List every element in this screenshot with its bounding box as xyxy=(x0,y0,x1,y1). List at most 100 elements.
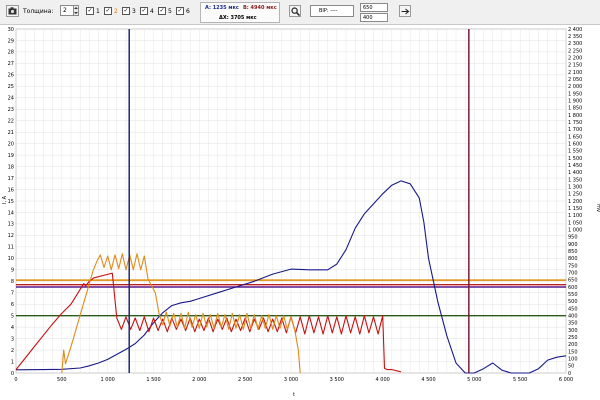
thickness-label: Толщина: xyxy=(23,8,54,15)
left-tick-label: 27 xyxy=(8,61,14,67)
right-tick-label: 1 200 xyxy=(568,199,582,205)
channel-label-1: 1 xyxy=(96,8,100,15)
right-tick-label: 950 xyxy=(568,235,578,241)
left-tick-label: 24 xyxy=(8,96,14,102)
right-tick-label: 550 xyxy=(568,292,578,298)
left-tick-label: 3 xyxy=(11,336,14,342)
right-tick-label: 2 300 xyxy=(568,41,582,47)
x-tick-label: 4 000 xyxy=(376,377,390,383)
x-tick-label: 3 500 xyxy=(330,377,344,383)
delta-x-readout: ΔX: 3705 мкс xyxy=(219,15,257,21)
right-tick-label: 700 xyxy=(568,270,578,276)
measurement-panel: A: 1235 мкс B: 4940 мкс ΔX: 3705 мкс xyxy=(200,2,280,23)
cursor-lines[interactable] xyxy=(128,29,470,373)
right-tick-label: 50 xyxy=(568,364,574,370)
right-tick-label: 250 xyxy=(568,335,578,341)
right-tick-label: 2 350 xyxy=(568,34,582,40)
channel-checkbox-4[interactable]: ✓ xyxy=(140,7,148,15)
left-tick-label: 29 xyxy=(8,38,14,44)
right-tick-label: 0 xyxy=(568,371,571,377)
upper-value-field[interactable]: 650 xyxy=(360,3,388,12)
series-line xyxy=(15,272,402,373)
right-tick-label: 1 650 xyxy=(568,134,582,140)
right-tick-label: 500 xyxy=(568,299,578,305)
right-tick-label: 850 xyxy=(568,249,578,255)
channel-checkbox-6[interactable]: ✓ xyxy=(176,7,184,15)
right-tick-label: 2 200 xyxy=(568,55,582,61)
camera-icon[interactable] xyxy=(6,5,19,17)
left-tick-label: 15 xyxy=(8,199,14,205)
right-tick-label: 2 250 xyxy=(568,48,582,54)
right-tick-label: 1 900 xyxy=(568,98,582,104)
series-line xyxy=(61,253,301,374)
channel-checkbox-3[interactable]: ✓ xyxy=(122,7,130,15)
right-axis-label: mV xyxy=(595,204,600,213)
right-tick-label: 2 400 xyxy=(568,27,582,33)
left-tick-label: 17 xyxy=(8,176,14,182)
right-tick-label: 1 250 xyxy=(568,192,582,198)
thickness-input[interactable]: 2 xyxy=(60,5,74,16)
left-tick-label: 2 xyxy=(11,348,14,354)
right-tick-label: 1 500 xyxy=(568,156,582,162)
right-tick-label: 1 000 xyxy=(568,227,582,233)
x-tick-labels: 0 500 1 000 1 500 2 000 2 500 3 000 3 500 4 000 4… xyxy=(14,377,573,383)
marker-b-readout: B: 4940 мкс xyxy=(243,5,277,11)
magnifier-icon[interactable] xyxy=(289,5,301,17)
lower-value-field[interactable]: 400 xyxy=(360,13,388,22)
channel-label-2: 2 xyxy=(114,8,118,15)
toolbar: Толщина: 2 ✓ 1 ✓ 2 ✓ 3 ✓ 4 ✓ 5 ✓ 6 A: 12… xyxy=(0,0,600,25)
channel-label-4: 4 xyxy=(150,8,154,15)
bip-readout: ВIP: ---- xyxy=(310,5,354,17)
right-tick-label: 1 950 xyxy=(568,91,582,97)
thickness-stepper[interactable] xyxy=(73,5,79,16)
right-tick-label: 1 800 xyxy=(568,113,582,119)
right-tick-label: 650 xyxy=(568,278,578,284)
right-tick-label: 1 850 xyxy=(568,106,582,112)
left-tick-labels: 0123456789101112131415161718192021222324… xyxy=(8,27,14,377)
right-tick-label: 2 100 xyxy=(568,70,582,76)
marker-a-readout: A: 1235 мкс xyxy=(205,5,239,11)
left-tick-label: 14 xyxy=(8,210,14,216)
channel-checkbox-5[interactable]: ✓ xyxy=(158,7,166,15)
right-tick-label: 750 xyxy=(568,263,578,269)
channel-checkbox-1[interactable]: ✓ xyxy=(86,7,94,15)
right-tick-label: 600 xyxy=(568,285,578,291)
channel-label-3: 3 xyxy=(132,8,136,15)
left-tick-label: 25 xyxy=(8,84,14,90)
right-tick-label: 400 xyxy=(568,313,578,319)
left-tick-label: 5 xyxy=(11,313,14,319)
left-tick-label: 7 xyxy=(11,291,14,297)
left-axis-label: I, A xyxy=(2,195,8,204)
left-tick-label: 26 xyxy=(8,73,14,79)
left-tick-label: 1 xyxy=(11,359,14,365)
x-tick-label: 1 000 xyxy=(101,377,115,383)
left-tick-label: 10 xyxy=(8,256,14,262)
left-tick-label: 6 xyxy=(11,302,14,308)
threshold-lines xyxy=(16,279,566,317)
left-tick-label: 8 xyxy=(11,279,14,285)
channel-checkbox-2[interactable]: ✓ xyxy=(104,7,112,15)
left-tick-label: 23 xyxy=(8,107,14,113)
right-tick-label: 350 xyxy=(568,321,578,327)
left-tick-label: 22 xyxy=(8,119,14,125)
right-tick-label: 1 050 xyxy=(568,220,582,226)
x-tick-label: 2 500 xyxy=(238,377,252,383)
left-tick-label: 12 xyxy=(8,233,14,239)
x-axis-label: t xyxy=(293,392,295,398)
left-tick-label: 9 xyxy=(11,268,14,274)
left-tick-label: 28 xyxy=(8,50,14,56)
right-tick-label: 1 400 xyxy=(568,170,582,176)
x-tick-label: 4 500 xyxy=(421,377,435,383)
right-tick-label: 150 xyxy=(568,349,578,355)
right-tick-label: 300 xyxy=(568,328,578,334)
channel-label-5: 5 xyxy=(168,8,172,15)
arrow-right-icon[interactable] xyxy=(399,5,411,17)
x-tick-label: 0 xyxy=(14,377,17,383)
right-tick-label: 2 000 xyxy=(568,84,582,90)
left-tick-label: 20 xyxy=(8,141,14,147)
x-tick-label: 3 000 xyxy=(284,377,298,383)
right-tick-label: 200 xyxy=(568,342,578,348)
left-tick-label: 13 xyxy=(8,222,14,228)
x-tick-label: 500 xyxy=(57,377,67,383)
